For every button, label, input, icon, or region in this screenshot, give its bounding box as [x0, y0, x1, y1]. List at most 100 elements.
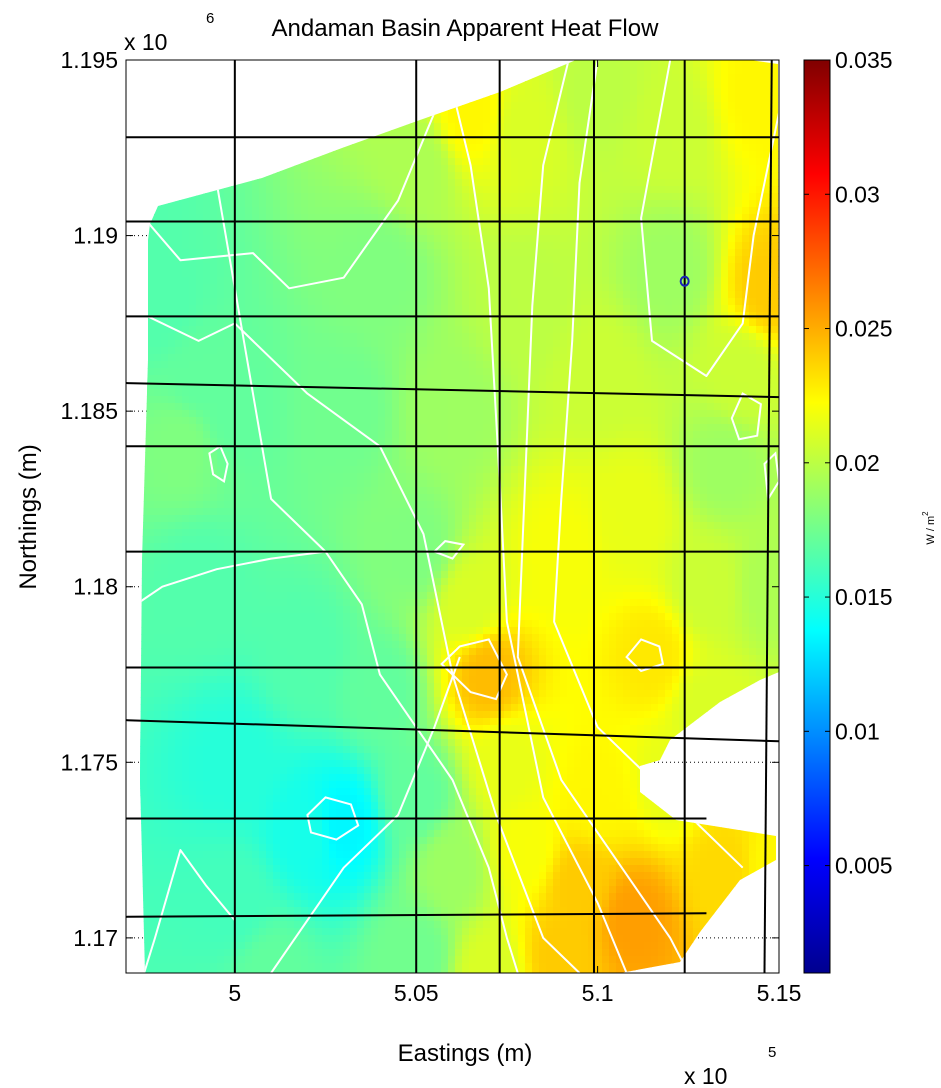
- heat-cell: [434, 319, 442, 327]
- heat-cell: [308, 235, 316, 243]
- heat-cell: [623, 165, 631, 173]
- heat-cell: [560, 368, 568, 376]
- heat-cell: [777, 375, 779, 383]
- heat-cell: [252, 326, 260, 334]
- heat-cell: [763, 137, 771, 145]
- heat-cell: [651, 60, 659, 68]
- heat-cell: [455, 410, 463, 418]
- heat-cell: [196, 228, 204, 236]
- heat-cell: [238, 200, 246, 208]
- heat-cell: [245, 242, 253, 250]
- heat-cell: [560, 200, 568, 208]
- heat-cell: [644, 340, 652, 348]
- heat-cell: [518, 326, 526, 334]
- heat-cell: [371, 249, 379, 257]
- heat-cell: [637, 389, 645, 397]
- heat-cell: [749, 277, 757, 285]
- heat-cell: [343, 354, 351, 362]
- heat-cell: [560, 221, 568, 229]
- heat-cell: [147, 235, 155, 243]
- heat-cell: [343, 298, 351, 306]
- heat-cell: [406, 179, 414, 187]
- heat-cell: [686, 389, 694, 397]
- heat-cell: [714, 200, 722, 208]
- heat-cell: [763, 389, 771, 397]
- heat-cell: [686, 60, 694, 68]
- heat-cell: [539, 200, 547, 208]
- heat-cell: [224, 207, 232, 215]
- heat-cell: [399, 249, 407, 257]
- heat-cell: [371, 144, 379, 152]
- heat-cell: [280, 200, 288, 208]
- heat-cell: [147, 228, 155, 236]
- heat-cell: [245, 410, 253, 418]
- heat-cell: [504, 354, 512, 362]
- heat-cell: [462, 109, 470, 117]
- heat-cell: [637, 67, 645, 75]
- heat-cell: [462, 242, 470, 250]
- heat-cell: [672, 207, 680, 215]
- heat-cell: [756, 130, 764, 138]
- heat-cell: [259, 298, 267, 306]
- heat-cell: [182, 319, 190, 327]
- heat-cell: [644, 375, 652, 383]
- heat-cell: [350, 396, 358, 404]
- heat-cell: [777, 354, 779, 362]
- heat-cell: [630, 165, 638, 173]
- heat-cell: [672, 326, 680, 334]
- heat-cell: [609, 263, 617, 271]
- heat-cell: [532, 270, 540, 278]
- heat-cell: [392, 305, 400, 313]
- heat-cell: [490, 137, 498, 145]
- heat-cell: [721, 109, 729, 117]
- heat-cell: [392, 410, 400, 418]
- heat-cell: [679, 319, 687, 327]
- heat-cell: [742, 340, 750, 348]
- heat-cell: [357, 214, 365, 222]
- heat-cell: [749, 60, 757, 68]
- heat-cell: [343, 403, 351, 411]
- heat-cell: [455, 368, 463, 376]
- heat-cell: [378, 354, 386, 362]
- heat-cell: [651, 319, 659, 327]
- heat-cell: [721, 368, 729, 376]
- heat-cell: [532, 368, 540, 376]
- heat-cell: [203, 403, 211, 411]
- heat-cell: [560, 375, 568, 383]
- heat-cell: [686, 67, 694, 75]
- heat-cell: [441, 347, 449, 355]
- heat-cell: [735, 221, 743, 229]
- heat-cell: [245, 235, 253, 243]
- heat-cell: [539, 207, 547, 215]
- heat-cell: [644, 151, 652, 159]
- heat-cell: [630, 249, 638, 257]
- heat-cell: [245, 214, 253, 222]
- heat-cell: [315, 305, 323, 313]
- heat-cell: [728, 263, 736, 271]
- heat-cell: [280, 193, 288, 201]
- heat-cell: [434, 151, 442, 159]
- heat-cell: [343, 214, 351, 222]
- heat-cell: [154, 347, 162, 355]
- heat-cell: [735, 319, 743, 327]
- heat-cell: [700, 67, 708, 75]
- heat-cell: [567, 221, 575, 229]
- heat-cell: [434, 333, 442, 341]
- heat-cell: [245, 298, 253, 306]
- heat-cell: [378, 340, 386, 348]
- heat-cell: [308, 207, 316, 215]
- heat-cell: [189, 277, 197, 285]
- heat-cell: [511, 277, 519, 285]
- heat-cell: [322, 326, 330, 334]
- heat-cell: [567, 102, 575, 110]
- heat-cell: [777, 193, 779, 201]
- heat-cell: [301, 249, 309, 257]
- heat-cell: [518, 235, 526, 243]
- heat-cell: [644, 403, 652, 411]
- heat-cell: [721, 158, 729, 166]
- heat-cell: [637, 74, 645, 82]
- heat-cell: [427, 410, 435, 418]
- heat-cell: [756, 347, 764, 355]
- heat-cell: [217, 347, 225, 355]
- heat-cell: [651, 256, 659, 264]
